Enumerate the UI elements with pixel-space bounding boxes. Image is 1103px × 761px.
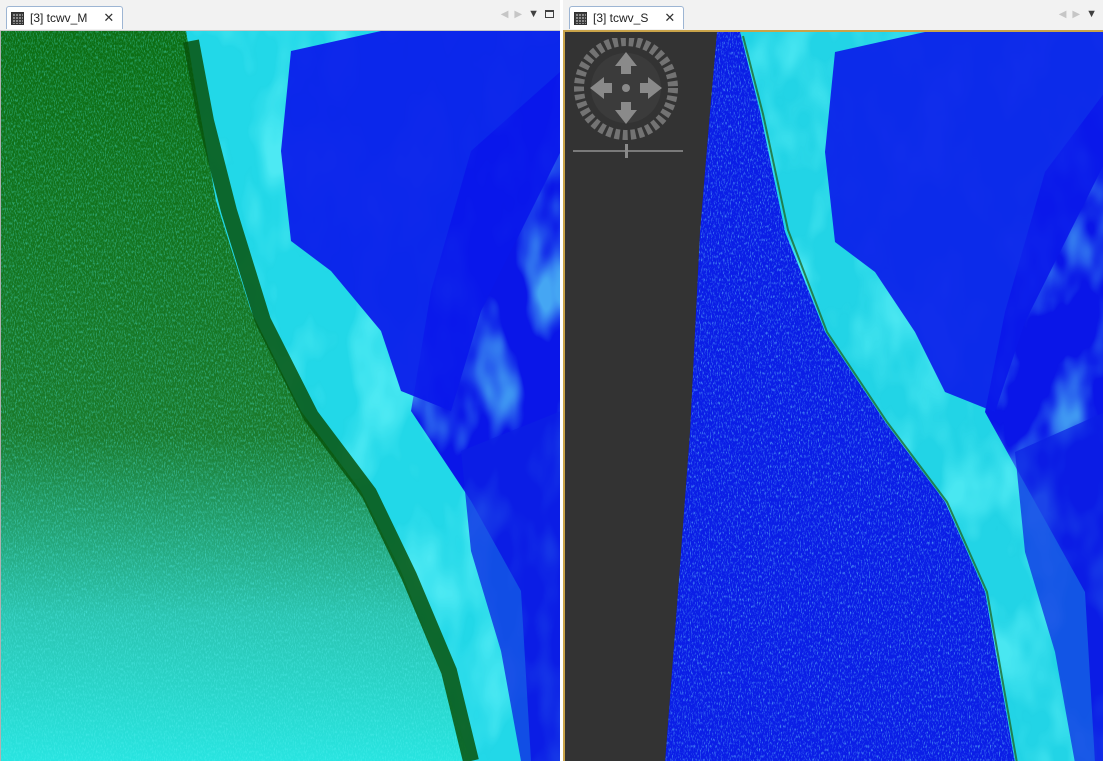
chevron-down-icon[interactable]: ▼ xyxy=(528,8,539,20)
tab-tcwv-s[interactable]: [3] tcwv_S ✕ xyxy=(569,6,685,29)
image-view-right: [3] tcwv_S ✕ ◀ ▶ ▼ xyxy=(563,0,1103,761)
pan-compass-icon[interactable] xyxy=(571,38,689,168)
tcwv-s-image xyxy=(565,32,1103,761)
tab-controls-right: ◀ ▶ ▼ xyxy=(1059,8,1097,20)
close-icon[interactable]: ✕ xyxy=(664,10,676,25)
chevron-down-icon[interactable]: ▼ xyxy=(1086,8,1097,20)
tab-controls-left: ◀ ▶ ▼ xyxy=(501,8,554,20)
scroll-right-icon[interactable]: ▶ xyxy=(1072,8,1081,20)
scroll-left-icon[interactable]: ◀ xyxy=(1058,8,1067,20)
image-canvas-tcwv-s[interactable] xyxy=(563,30,1103,761)
image-band-icon xyxy=(11,11,24,25)
tcwv-m-image xyxy=(1,31,560,761)
tab-label: [3] tcwv_M xyxy=(30,11,88,25)
scroll-left-icon[interactable]: ◀ xyxy=(500,8,509,20)
image-canvas-tcwv-m[interactable] xyxy=(0,31,560,761)
tab-tcwv-m[interactable]: [3] tcwv_M ✕ xyxy=(6,6,124,29)
scroll-right-icon[interactable]: ▶ xyxy=(514,8,523,20)
zoom-slider-icon[interactable] xyxy=(573,144,683,158)
tab-bar-left: [3] tcwv_M ✕ ◀ ▶ ▼ xyxy=(0,0,560,31)
tab-bar-right: [3] tcwv_S ✕ ◀ ▶ ▼ xyxy=(563,0,1103,31)
image-band-icon xyxy=(574,11,587,25)
tab-label: [3] tcwv_S xyxy=(593,11,649,25)
close-icon[interactable]: ✕ xyxy=(103,10,115,25)
maximize-icon[interactable] xyxy=(545,10,554,18)
image-view-left: [3] tcwv_M ✕ ◀ ▶ ▼ xyxy=(0,0,560,761)
